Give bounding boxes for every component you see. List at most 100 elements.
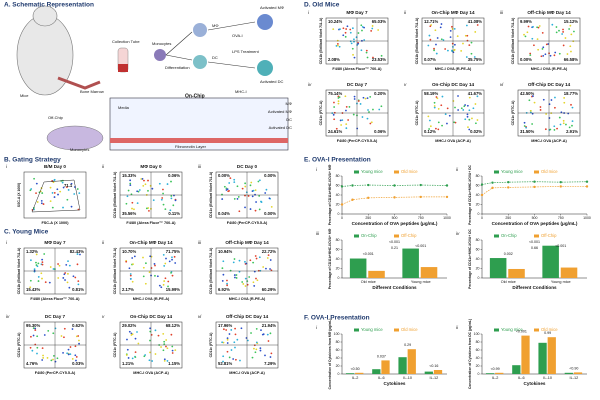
event-dot	[258, 256, 261, 259]
event-dot	[244, 182, 247, 185]
p-value: 0.21	[391, 246, 398, 250]
section-title: D. Old Mice	[304, 2, 340, 9]
chart-index: ii	[456, 167, 459, 172]
quadrant-value: 65.03%	[372, 19, 386, 24]
event-dot	[157, 334, 160, 337]
event-dot	[238, 259, 241, 262]
quadrant-value: 2.91%	[566, 129, 578, 134]
event-dot	[228, 189, 230, 192]
event-dot	[563, 101, 566, 104]
event-dot	[360, 24, 363, 27]
y-tick-label: 100	[334, 332, 340, 336]
event-dot	[72, 275, 75, 278]
event-dot	[246, 280, 249, 283]
quadrant-value: 23.53%	[372, 57, 386, 62]
event-dot	[254, 255, 257, 257]
event-dot	[255, 201, 257, 203]
y-axis-label: CD11b (Brilliant Violet 711-A)	[415, 18, 419, 64]
event-dot	[377, 29, 380, 31]
quadrant-value: 68.12%	[166, 323, 180, 328]
event-dot	[562, 119, 565, 122]
event-dot	[252, 261, 255, 264]
event-dot	[427, 115, 430, 118]
quadrant-value: 0.00%	[520, 57, 532, 62]
event-dot	[36, 265, 39, 268]
y-tick-label: 40	[336, 193, 340, 197]
y-axis-label: Percentage of CD11b+MHC-I/OVA+ MΦ	[328, 228, 332, 289]
event-dot	[238, 270, 241, 273]
x-tick-label: 250	[505, 216, 511, 220]
event-dot	[162, 192, 164, 195]
legend-swatch	[494, 328, 499, 332]
quadrant-value: 35.75%	[468, 57, 482, 62]
event-dot	[564, 37, 567, 39]
event-dot	[254, 189, 257, 192]
event-dot	[553, 54, 556, 57]
quadrant-value: 15.12%	[564, 19, 578, 24]
event-dot	[125, 202, 128, 205]
event-dot	[129, 274, 132, 277]
p-value: 0.002	[504, 252, 513, 256]
quadrant-value: 75.14%	[328, 91, 342, 96]
event-dot	[436, 97, 439, 100]
quadrant-value: 0.06%	[374, 129, 386, 134]
point	[559, 185, 562, 188]
quadrant-value: 0.11%	[168, 211, 180, 216]
event-dot	[449, 36, 452, 39]
schematic-label: MΦ	[212, 23, 219, 28]
plot-title: Off-Chip MΦ Day 14	[225, 240, 269, 245]
event-dot	[140, 178, 143, 180]
event-dot	[525, 126, 528, 129]
event-dot	[67, 272, 69, 275]
event-dot	[353, 95, 356, 98]
event-dot	[131, 357, 134, 360]
x-axis-label: MHC-I OVA (ACP-A)	[531, 139, 567, 143]
bar	[407, 349, 416, 374]
event-dot	[52, 268, 55, 270]
point	[393, 184, 396, 187]
event-dot	[351, 27, 354, 30]
plot-title: Off-Chip DC Day 14	[528, 82, 571, 87]
event-dot	[255, 328, 258, 330]
quadrant-value: 22.72%	[262, 249, 276, 254]
y-axis-label: CD11c (FITC-A)	[319, 101, 323, 126]
event-dot	[60, 335, 63, 337]
event-dot	[270, 352, 273, 355]
event-dot	[74, 354, 77, 357]
event-dot	[367, 109, 369, 111]
schematic-label: Activated MΦ	[260, 5, 284, 10]
event-dot	[435, 127, 437, 130]
event-dot	[537, 26, 540, 29]
event-dot	[150, 333, 153, 336]
event-dot	[466, 39, 469, 42]
event-dot	[30, 259, 32, 262]
event-dot	[538, 25, 541, 27]
event-dot	[258, 179, 261, 182]
x-axis-label: Concentration of OVA peptides (μg/mL)	[492, 221, 578, 226]
quadrant-value: 15.43%	[26, 287, 40, 292]
p-value: <0.99	[491, 367, 500, 371]
point	[445, 195, 449, 199]
event-dot	[33, 177, 35, 180]
event-dot	[142, 266, 145, 269]
x-axis-label: MHC-I OVA (ACP-A)	[229, 371, 265, 375]
p-value: <0.90	[569, 366, 578, 370]
event-dot	[554, 51, 557, 54]
event-dot	[233, 341, 236, 344]
event-dot	[433, 105, 436, 107]
event-dot	[163, 360, 166, 362]
event-dot	[466, 34, 469, 37]
event-dot	[468, 128, 471, 131]
event-dot	[226, 337, 229, 340]
event-dot	[341, 119, 344, 121]
event-dot	[344, 31, 347, 34]
event-dot	[241, 281, 244, 283]
event-dot	[79, 253, 81, 256]
bar	[485, 373, 495, 374]
event-dot	[254, 193, 256, 196]
event-dot	[41, 192, 44, 194]
x-tick-label: IL-10	[403, 376, 412, 380]
event-dot	[171, 352, 174, 354]
event-dot	[558, 116, 561, 119]
event-dot	[532, 95, 534, 97]
